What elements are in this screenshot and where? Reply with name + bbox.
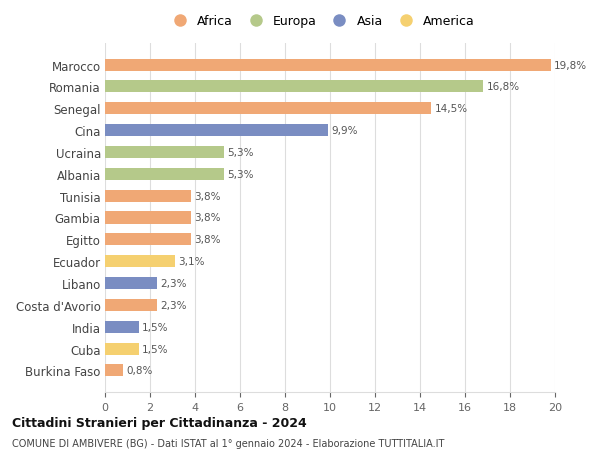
Bar — [105, 168, 224, 180]
Text: 2,3%: 2,3% — [160, 300, 187, 310]
Text: 1,5%: 1,5% — [142, 322, 169, 332]
Text: 19,8%: 19,8% — [554, 61, 587, 70]
Text: 1,5%: 1,5% — [142, 344, 169, 354]
Bar — [105, 364, 123, 376]
Bar — [105, 256, 175, 268]
Legend: Africa, Europa, Asia, America: Africa, Europa, Asia, America — [163, 11, 479, 32]
Bar — [105, 60, 551, 72]
Bar — [105, 146, 224, 159]
Bar — [105, 343, 139, 355]
Bar — [105, 234, 191, 246]
Text: 3,8%: 3,8% — [194, 191, 220, 201]
Text: COMUNE DI AMBIVERE (BG) - Dati ISTAT al 1° gennaio 2024 - Elaborazione TUTTITALI: COMUNE DI AMBIVERE (BG) - Dati ISTAT al … — [12, 438, 445, 448]
Bar — [105, 321, 139, 333]
Bar — [105, 190, 191, 202]
Text: 5,3%: 5,3% — [227, 169, 254, 179]
Text: Cittadini Stranieri per Cittadinanza - 2024: Cittadini Stranieri per Cittadinanza - 2… — [12, 416, 307, 429]
Text: 5,3%: 5,3% — [227, 148, 254, 157]
Text: 0,8%: 0,8% — [127, 366, 153, 375]
Bar — [105, 277, 157, 290]
Text: 16,8%: 16,8% — [487, 82, 520, 92]
Text: 3,1%: 3,1% — [178, 257, 205, 267]
Bar — [105, 212, 191, 224]
Bar — [105, 103, 431, 115]
Bar — [105, 125, 328, 137]
Text: 2,3%: 2,3% — [160, 279, 187, 288]
Text: 14,5%: 14,5% — [434, 104, 468, 114]
Bar — [105, 299, 157, 311]
Bar — [105, 81, 483, 93]
Text: 3,8%: 3,8% — [194, 213, 220, 223]
Text: 9,9%: 9,9% — [331, 126, 358, 136]
Text: 3,8%: 3,8% — [194, 235, 220, 245]
